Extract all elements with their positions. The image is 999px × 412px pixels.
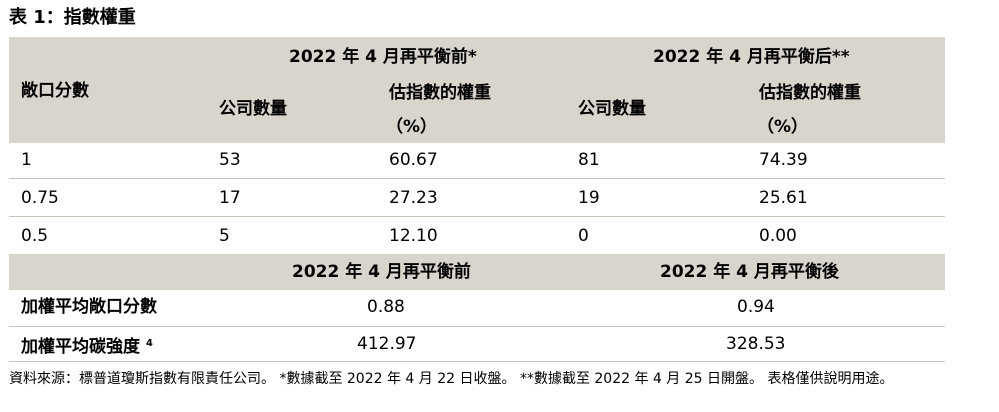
- summary-row-1-after: 0.94: [737, 297, 775, 317]
- header-weight-before: 估指數的權重: [389, 83, 491, 103]
- row-2-weight-after: 25.61: [759, 188, 808, 208]
- header-exposure-score: 敞口分數: [21, 81, 89, 101]
- row-1-exposure: 1: [21, 150, 32, 170]
- row-3-weight-after: 0.00: [759, 226, 797, 246]
- row-2-count-before: 17: [219, 188, 241, 208]
- summary-row-2-after: 328.53: [726, 334, 786, 354]
- table-title: 表 1：指數權重: [9, 7, 136, 28]
- summary-row-1-before: 0.88: [367, 297, 405, 317]
- row-2-exposure: 0.75: [21, 188, 59, 208]
- header-company-count-after: 公司數量: [578, 99, 646, 119]
- header-weight-after: 估指數的權重: [759, 83, 861, 103]
- header-group-before: 2022 年 4 月再平衡前*: [289, 47, 477, 67]
- header-group-after: 2022 年 4 月再平衡后**: [653, 47, 850, 67]
- summary-header-before: 2022 年 4 月再平衡前: [292, 262, 471, 282]
- summary-row-2-before: 412.97: [357, 334, 417, 354]
- summary-row-2-label: 加權平均碳強度 4: [21, 337, 153, 357]
- header-company-count-before: 公司數量: [219, 99, 287, 119]
- summary-row-1-label: 加權平均敞口分數: [21, 297, 157, 317]
- header-weight-after-unit: （%）: [757, 117, 809, 137]
- table-header: [9, 37, 945, 143]
- summary-header-after: 2022 年 4 月再平衡後: [660, 262, 839, 282]
- row-divider: [9, 326, 945, 327]
- row-3-count-after: 0: [578, 226, 589, 246]
- row-1-count-before: 53: [219, 150, 241, 170]
- header-weight-before-unit: （%）: [386, 117, 438, 137]
- row-3-count-before: 5: [219, 226, 230, 246]
- row-divider: [9, 216, 945, 217]
- table-bottom-rule: [9, 361, 945, 362]
- summary-header: [9, 254, 945, 290]
- row-3-exposure: 0.5: [21, 226, 49, 246]
- source-footnote: 資料來源：標普道瓊斯指數有限責任公司。 *數據截至 2022 年 4 月 22 …: [9, 371, 894, 387]
- row-1-weight-before: 60.67: [389, 150, 438, 170]
- row-divider: [9, 178, 945, 179]
- row-2-weight-before: 27.23: [389, 188, 438, 208]
- row-3-weight-before: 12.10: [389, 226, 438, 246]
- footnote-marker: 4: [145, 338, 153, 349]
- row-2-count-after: 19: [578, 188, 600, 208]
- row-1-weight-after: 74.39: [759, 150, 808, 170]
- row-1-count-after: 81: [578, 150, 600, 170]
